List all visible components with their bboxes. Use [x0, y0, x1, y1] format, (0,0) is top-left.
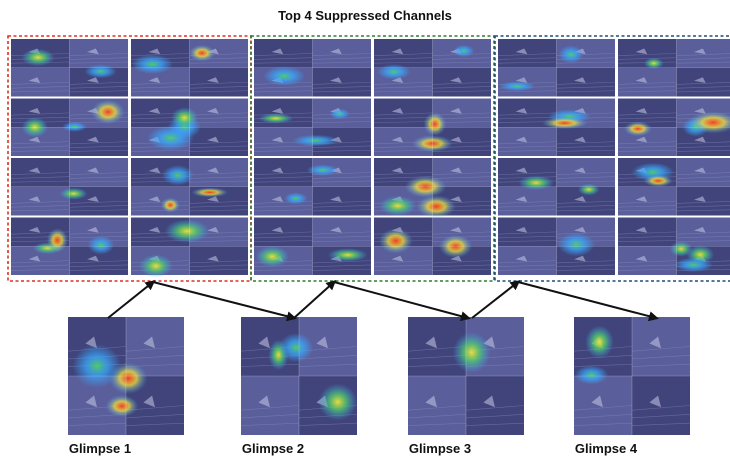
- glimpse-2-label: Glimpse 2: [241, 441, 305, 456]
- channel-tile-3-2-1: [617, 39, 730, 97]
- channel-tile-1-1-2: [10, 98, 129, 156]
- channel-tile-2-2-2: [373, 98, 492, 156]
- channel-tile-2-1-1: [253, 39, 372, 97]
- arrow-glimpse1-to-channels: [107, 280, 156, 319]
- channel-tile-3-2-4: [617, 217, 730, 275]
- glimpse-4-image: [573, 317, 691, 435]
- channel-tile-2-2-1: [373, 39, 492, 97]
- glimpse-2-channels: [253, 39, 492, 275]
- channel-tile-3-1-4: [497, 217, 616, 275]
- arrow-glimpse2-to-channels: [293, 279, 337, 319]
- channel-tile-1-1-3: [10, 158, 129, 216]
- glimpse-4-label: Glimpse 4: [574, 441, 638, 456]
- channel-tile-2-2-4: [373, 217, 492, 275]
- glimpse-3-label: Glimpse 3: [408, 441, 472, 456]
- channel-tile-1-1-4: [10, 217, 129, 275]
- arrow-glimpse3-to-channels: [471, 280, 521, 319]
- channel-tile-3-1-2: [497, 98, 616, 156]
- glimpse-3-channels: [497, 39, 730, 275]
- channel-tile-1-2-3: [130, 158, 249, 216]
- glimpse-2-channels-frame: [250, 35, 495, 282]
- channel-tile-2-1-2: [253, 98, 372, 156]
- glimpse-3-channels-frame: [494, 35, 730, 282]
- channel-tile-3-1-3: [497, 158, 616, 216]
- glimpse-3-image: [407, 317, 525, 435]
- channel-tile-1-2-4: [130, 217, 249, 278]
- channel-tile-3-2-2: [617, 98, 730, 156]
- channel-tile-2-2-3: [373, 158, 492, 218]
- channel-tile-1-2-2: [130, 98, 249, 156]
- glimpse-1-channels: [10, 39, 249, 278]
- channel-tile-3-1-1: [497, 39, 616, 97]
- glimpse-1-label: Glimpse 1: [68, 441, 132, 456]
- channel-tile-1-2-1: [130, 39, 249, 97]
- arrow-channels2-to-glimpse3: [333, 281, 471, 322]
- channel-tile-3-2-3: [617, 158, 730, 216]
- channel-tile-1-1-1: [10, 39, 129, 97]
- arrow-channels1-to-glimpse2: [152, 281, 297, 322]
- figure-title: Top 4 Suppressed Channels: [278, 8, 452, 23]
- channel-tile-2-1-3: [253, 158, 372, 216]
- arrow-channels3-to-glimpse4: [517, 281, 659, 322]
- glimpse-2-image: [240, 317, 358, 435]
- channel-tile-2-1-4: [253, 217, 372, 275]
- glimpse-1-image: [67, 317, 185, 435]
